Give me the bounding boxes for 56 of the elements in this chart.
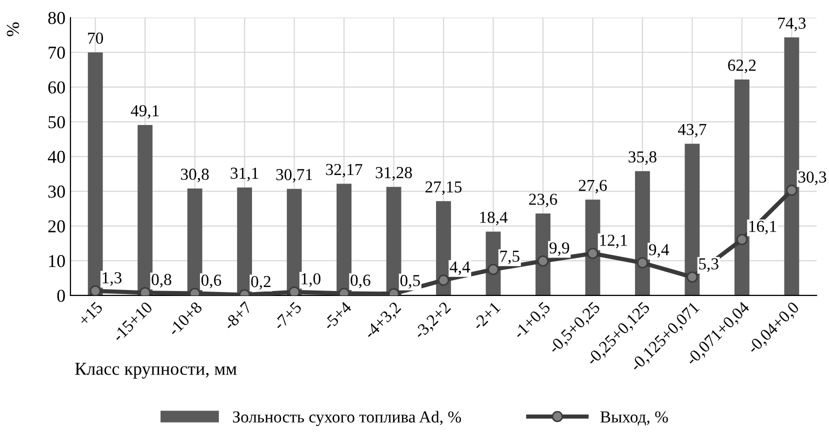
data-label: 62,2	[728, 60, 756, 74]
data-label: 43,7	[678, 124, 706, 138]
data-label: 31,1	[230, 168, 258, 182]
bar	[734, 79, 750, 296]
y-tick-label: 20	[48, 220, 65, 232]
y-tick-label: 30	[48, 186, 65, 198]
data-label: 27,15	[425, 181, 462, 195]
data-label: 31,28	[376, 166, 412, 181]
data-label: 0,6	[201, 274, 222, 288]
data-label: 49,1	[130, 105, 159, 119]
data-label: 30,8	[181, 168, 209, 182]
data-label: 4,4	[450, 262, 470, 276]
data-label: 0,6	[350, 274, 370, 288]
y-tick-label: 50	[48, 116, 65, 128]
data-label: 12,1	[600, 234, 627, 248]
y-tick-label: 10	[49, 255, 65, 268]
data-label: 35,8	[628, 151, 656, 165]
data-label: 18,4	[480, 212, 508, 226]
data-label: 1,3	[102, 272, 122, 286]
bar	[635, 171, 650, 296]
legend-label: Выход, %	[600, 411, 668, 426]
bar	[138, 124, 153, 296]
data-label: 23,6	[529, 194, 558, 208]
data-label: 74,3	[778, 18, 806, 32]
data-label: 0,2	[251, 276, 270, 290]
legend-label: Зольность сухого топлива Ad, %	[232, 410, 461, 426]
x-tick-label: -7+5	[272, 301, 302, 331]
bar	[286, 188, 302, 296]
data-label: 1,0	[302, 273, 320, 287]
y-tick-label: 40	[48, 150, 65, 163]
data-label: 5,3	[699, 258, 718, 272]
x-tick-label: +15	[78, 301, 104, 326]
x-tick-label: -2+1	[472, 301, 501, 330]
y-axis-title: %	[6, 22, 20, 36]
data-label: 30,71	[276, 168, 312, 183]
bar	[386, 186, 402, 296]
x-tick-label: -5+4	[322, 300, 352, 331]
bar	[88, 52, 103, 296]
bar	[784, 37, 800, 296]
y-tick-label: 80	[48, 12, 65, 24]
data-label: 16,1	[749, 220, 776, 234]
y-tick-label: 0	[57, 290, 65, 302]
y-tick-label: 60	[48, 81, 65, 94]
data-label: 32,17	[326, 164, 362, 178]
data-label: 7,5	[500, 250, 520, 264]
data-label: 0,5	[400, 274, 420, 289]
y-tick-label: 70	[48, 46, 65, 59]
data-label: 9,9	[550, 242, 570, 256]
data-label: 9,4	[648, 244, 670, 258]
data-label: 70	[88, 32, 104, 44]
data-label: 30,3	[798, 171, 826, 186]
x-axis-title: Класс крупности, мм	[75, 362, 237, 379]
data-label: 0,8	[152, 274, 172, 288]
data-label: 27,6	[578, 180, 607, 194]
bar	[684, 144, 700, 296]
x-tick-label: -8+7	[222, 301, 253, 331]
